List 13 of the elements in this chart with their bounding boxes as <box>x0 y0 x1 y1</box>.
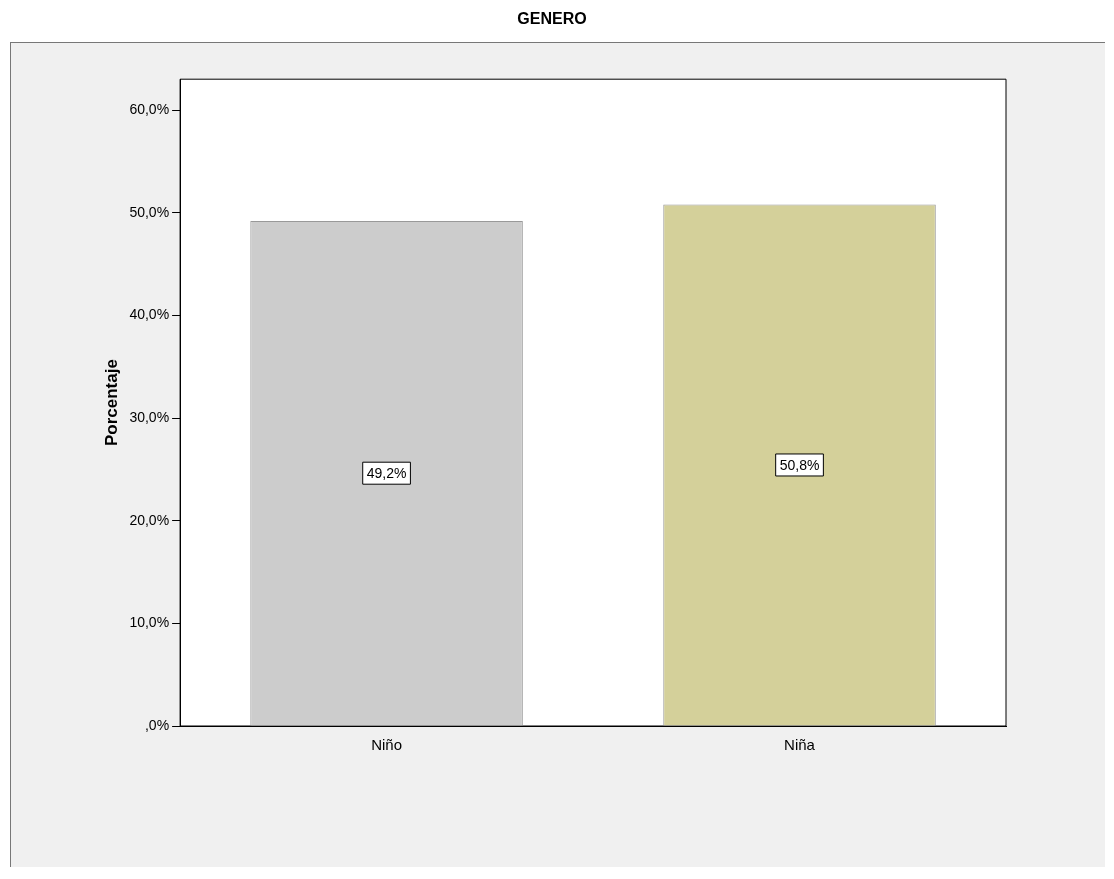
chart-title: GENERO <box>517 10 587 28</box>
y-tick-label: 50,0% <box>129 203 170 220</box>
y-tick-label: 20,0% <box>129 511 170 528</box>
y-tick-label: 40,0% <box>129 306 170 323</box>
y-tick-label: 10,0% <box>129 614 170 631</box>
y-axis-title: Porcentaje <box>101 359 121 447</box>
data-label: 49,2% <box>366 465 407 482</box>
y-tick-label: ,0% <box>144 716 170 733</box>
x-tick-label: Niña <box>784 736 816 754</box>
y-tick-label: 60,0% <box>129 100 170 117</box>
data-label: 50,8% <box>779 456 820 473</box>
y-tick-label: 30,0% <box>129 408 170 425</box>
x-tick-label: Niño <box>371 736 402 754</box>
